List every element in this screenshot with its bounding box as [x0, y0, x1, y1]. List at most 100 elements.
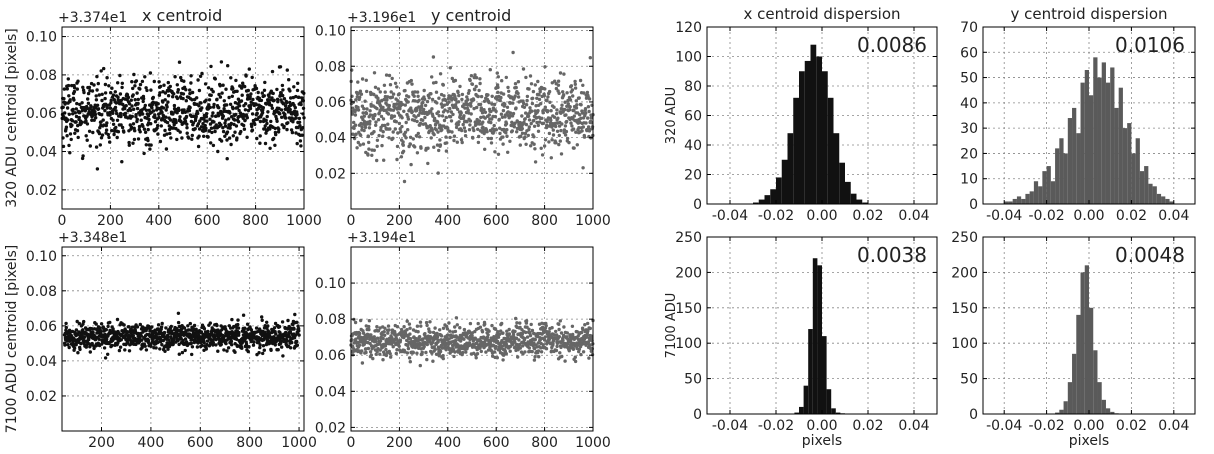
data-point: [258, 134, 262, 138]
data-point: [537, 355, 541, 359]
data-point: [223, 134, 227, 138]
data-point: [518, 325, 522, 330]
data-point: [587, 109, 591, 114]
data-point: [494, 128, 498, 132]
data-point: [362, 107, 366, 111]
data-point: [466, 98, 470, 102]
histogram-bar: [856, 199, 863, 204]
data-point: [145, 88, 149, 93]
histogram-bar: [1093, 350, 1098, 414]
data-point: [66, 77, 71, 81]
data-point: [367, 327, 371, 332]
data-point: [585, 335, 589, 339]
y-tick-label: 150: [675, 301, 702, 317]
data-point: [221, 129, 226, 134]
data-point: [475, 105, 479, 110]
data-point: [237, 333, 241, 337]
data-point: [175, 96, 180, 101]
data-point: [132, 72, 136, 77]
data-point: [176, 320, 181, 325]
data-point: [258, 343, 262, 347]
data-point: [250, 112, 255, 116]
data-point: [355, 146, 359, 150]
data-point: [118, 111, 123, 116]
data-point: [229, 142, 233, 147]
data-point: [135, 117, 139, 122]
histogram-bar: [1076, 314, 1081, 414]
x-tick-label: 800: [531, 213, 558, 229]
data-point: [492, 123, 496, 128]
data-point: [442, 118, 447, 123]
data-point: [435, 335, 440, 339]
data-point: [554, 124, 558, 129]
data-point: [577, 96, 581, 100]
data-point: [474, 356, 478, 360]
data-point: [106, 132, 111, 137]
data-point: [229, 115, 234, 119]
histogram-bar: [1118, 87, 1123, 204]
data-point: [261, 106, 265, 110]
data-point: [529, 82, 534, 86]
data-point: [159, 337, 163, 341]
data-point: [540, 325, 545, 329]
data-point: [550, 138, 554, 142]
data-point: [400, 124, 404, 129]
data-point: [586, 105, 591, 109]
data-point: [425, 357, 429, 362]
data-point: [156, 327, 160, 331]
data-point: [201, 122, 205, 126]
data-point: [462, 337, 466, 341]
histogram-bar: [1016, 196, 1022, 204]
data-point: [407, 322, 412, 326]
histogram-bar: [1135, 138, 1140, 204]
data-point: [462, 114, 466, 118]
histogram-bar: [799, 71, 805, 204]
data-point: [486, 136, 491, 141]
histogram-bar: [827, 97, 834, 204]
data-point: [224, 87, 228, 91]
data-point: [239, 129, 243, 134]
data-point: [183, 337, 188, 341]
data-point: [251, 343, 256, 347]
data-point: [500, 115, 505, 120]
data-point: [495, 71, 499, 75]
data-point: [508, 111, 513, 115]
data-point: [102, 66, 106, 71]
data-point: [536, 109, 540, 113]
data-point: [107, 84, 111, 88]
data-point: [408, 337, 413, 341]
data-point: [149, 122, 153, 126]
data-point: [291, 120, 295, 124]
histogram-bar: [787, 133, 794, 204]
data-point: [113, 105, 118, 110]
histogram-bar: [1105, 82, 1111, 204]
data-point: [555, 108, 559, 112]
data-point: [144, 348, 149, 352]
data-point: [76, 123, 80, 128]
data-point: [126, 95, 131, 100]
x-tick-label: 800: [242, 213, 269, 229]
data-point: [406, 128, 410, 132]
data-point: [372, 148, 376, 152]
data-point: [154, 332, 158, 336]
data-point: [177, 352, 181, 356]
scatter-points: [62, 311, 301, 360]
data-point: [398, 107, 402, 111]
data-point: [192, 323, 197, 328]
data-point: [110, 128, 114, 133]
data-point: [373, 85, 378, 90]
data-point: [369, 353, 373, 357]
data-point: [399, 130, 403, 134]
data-point: [479, 106, 483, 110]
data-point: [556, 116, 560, 120]
data-point: [417, 98, 421, 103]
data-point: [63, 343, 67, 347]
x-tick-label: 200: [386, 435, 413, 451]
data-point: [205, 119, 209, 123]
data-point: [295, 141, 299, 146]
data-point: [214, 123, 218, 127]
data-point: [78, 102, 82, 107]
data-point: [487, 329, 491, 333]
data-point: [221, 114, 225, 118]
data-point: [290, 340, 294, 345]
